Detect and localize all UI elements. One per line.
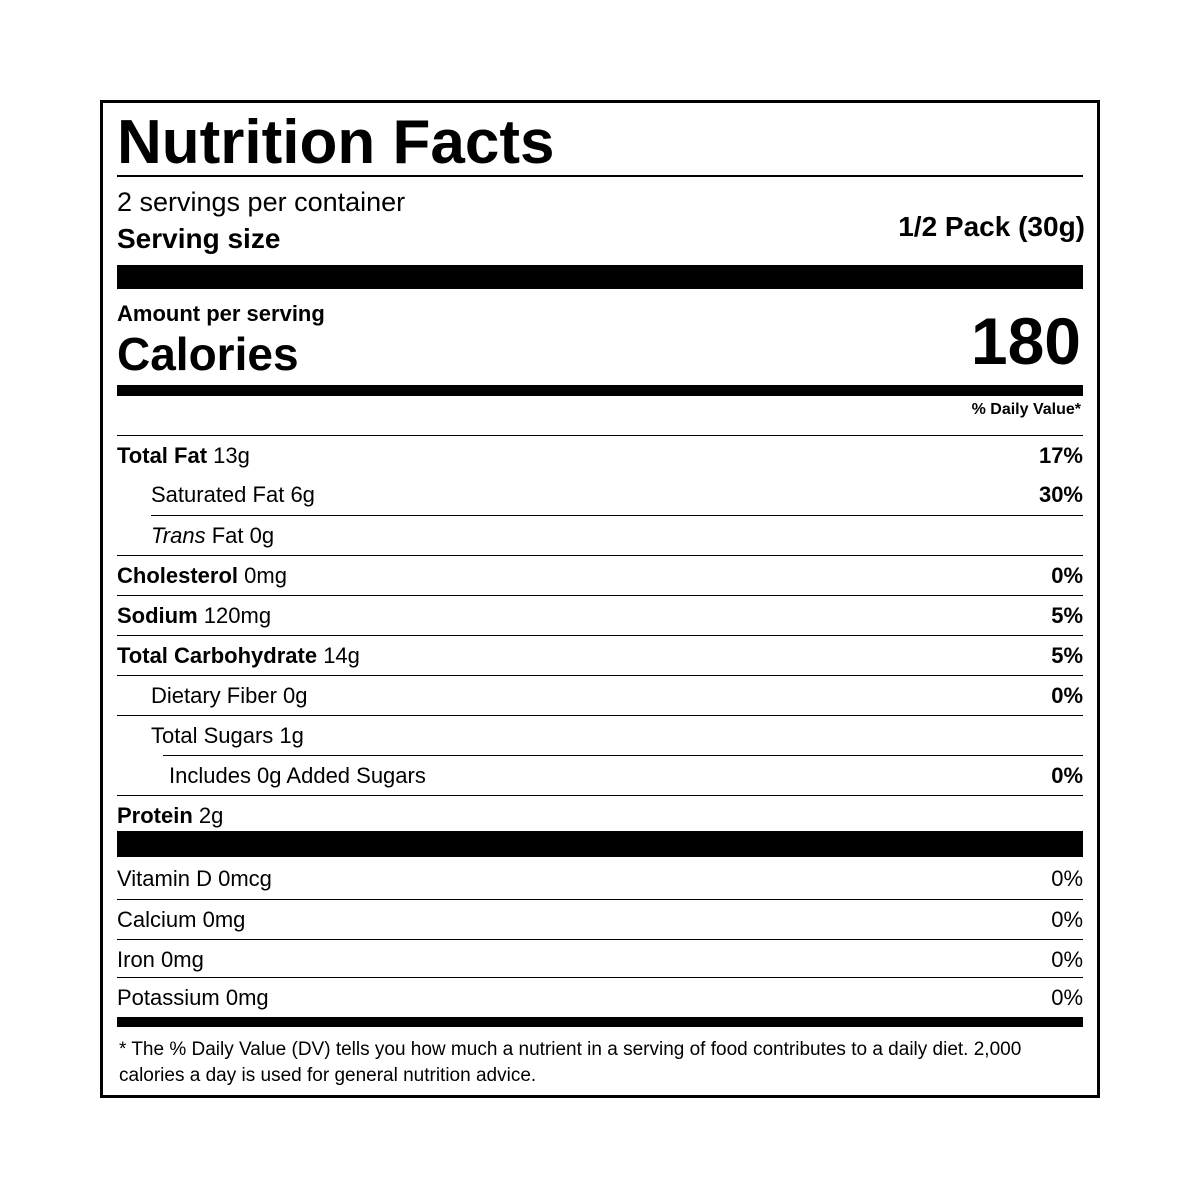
nutrient: Total Sugars 1g xyxy=(151,723,304,749)
dv: 0% xyxy=(1051,763,1083,788)
dv: 17% xyxy=(1038,443,1083,468)
thick-bar xyxy=(117,831,1083,857)
calories-value: 180 xyxy=(970,304,1081,378)
amount: 120mg xyxy=(203,603,272,628)
vitamin: Iron 0mg xyxy=(117,947,204,973)
vitamin: Calcium 0mg xyxy=(117,907,245,933)
amount: 14g xyxy=(323,643,360,668)
amount: 0g xyxy=(249,523,275,548)
vitamin: Potassium 0mg xyxy=(117,985,269,1011)
nutrient: Protein 2g xyxy=(117,803,223,829)
amount: 0mg xyxy=(202,907,246,932)
dv: 0% xyxy=(1051,683,1083,708)
label: Iron xyxy=(117,947,155,972)
dv: 0% xyxy=(1051,563,1083,588)
dv: 30% xyxy=(1038,482,1083,507)
dv: 0% xyxy=(1051,985,1083,1010)
amount: 0mg xyxy=(225,985,269,1010)
nutrient: Includes 0g Added Sugars xyxy=(169,763,426,788)
thick-bar xyxy=(117,265,1083,289)
dv-header: % Daily Value* xyxy=(971,401,1081,418)
dv: 5% xyxy=(1051,643,1083,668)
label: Fat xyxy=(211,523,244,548)
nutrient: Sodium 120mg xyxy=(117,603,271,629)
dv: 0% xyxy=(1051,907,1083,932)
amount: 0mg xyxy=(161,947,204,972)
label: Vitamin D xyxy=(117,866,212,891)
amount: 0mcg xyxy=(218,866,272,891)
amount: 6g xyxy=(290,482,315,507)
servings: 2 servings per container xyxy=(117,187,406,217)
dv: 5% xyxy=(1051,603,1083,628)
label: Protein xyxy=(117,803,193,828)
label: Total Carbohydrate xyxy=(117,643,318,668)
label: Total Fat xyxy=(117,443,208,468)
serving-size: 1/2 Pack (30g) xyxy=(898,211,1085,242)
medium-bar xyxy=(117,385,1083,396)
amount: 13g xyxy=(213,443,250,468)
amount: 2g xyxy=(198,803,224,828)
dv: 0% xyxy=(1051,866,1083,891)
nutrient: Total Carbohydrate 14g xyxy=(117,643,360,669)
vitamin: Vitamin D 0mcg xyxy=(117,866,272,892)
serving-size-label: Serving size xyxy=(117,223,281,254)
nutrient: Cholesterol 0mg xyxy=(117,563,287,589)
title: Nutrition Facts xyxy=(117,108,555,177)
nutrient: Saturated Fat 6g xyxy=(151,482,315,508)
amount: 0g xyxy=(283,683,308,708)
calories-label: Calories xyxy=(117,328,299,380)
label: Total Sugars xyxy=(151,723,274,748)
label: Calcium xyxy=(117,907,197,932)
label: Saturated Fat xyxy=(151,482,285,507)
dv: 0% xyxy=(1051,947,1083,972)
nutrient: Trans Fat 0g xyxy=(151,523,274,549)
label: Cholesterol xyxy=(117,563,239,588)
amount: 0mg xyxy=(244,563,287,588)
amount: 1g xyxy=(279,723,304,748)
label: Dietary Fiber xyxy=(151,683,277,708)
label-italic: Trans xyxy=(151,523,206,548)
nutrient: Dietary Fiber 0g xyxy=(151,683,308,709)
label: Potassium xyxy=(117,985,220,1010)
label-box: Nutrition Facts 2 servings per container… xyxy=(100,100,1100,1098)
rule xyxy=(117,175,1083,177)
label: Sodium xyxy=(117,603,198,628)
medium-bar xyxy=(117,1017,1083,1027)
amount-label: Amount per serving xyxy=(117,301,325,326)
nutrient: Total Fat 13g xyxy=(117,443,250,469)
footnote: * The % Daily Value (DV) tells you how m… xyxy=(119,1039,1022,1086)
